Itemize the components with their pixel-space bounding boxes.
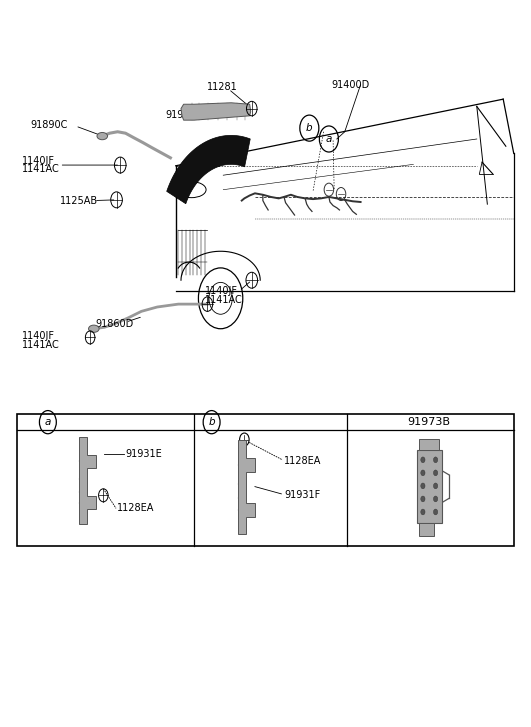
Polygon shape xyxy=(181,103,251,120)
Ellipse shape xyxy=(97,132,108,140)
Polygon shape xyxy=(80,438,96,524)
Text: 91931F: 91931F xyxy=(284,490,320,500)
Text: b: b xyxy=(208,417,215,427)
Text: 91890C: 91890C xyxy=(30,119,68,129)
Ellipse shape xyxy=(89,325,99,332)
Circle shape xyxy=(421,470,425,475)
Circle shape xyxy=(433,457,438,462)
Circle shape xyxy=(433,496,438,502)
Text: 1141AC: 1141AC xyxy=(205,294,243,305)
Text: 1140JF: 1140JF xyxy=(21,331,55,341)
Bar xyxy=(419,523,434,536)
Text: 91931E: 91931E xyxy=(125,449,162,459)
Bar xyxy=(417,451,442,523)
Text: 11281: 11281 xyxy=(208,82,238,92)
Circle shape xyxy=(421,457,425,462)
Circle shape xyxy=(433,470,438,475)
Text: 1140JF: 1140JF xyxy=(21,156,55,166)
Text: 91400D: 91400D xyxy=(331,80,370,89)
Text: 1141AC: 1141AC xyxy=(21,164,59,174)
Text: 91973A: 91973A xyxy=(165,110,202,120)
Text: 91860D: 91860D xyxy=(96,318,134,329)
Text: 1141AC: 1141AC xyxy=(21,340,59,350)
Text: 1140JF: 1140JF xyxy=(205,286,238,296)
Text: 1128EA: 1128EA xyxy=(284,457,321,466)
Text: 1125AB: 1125AB xyxy=(59,196,98,206)
Circle shape xyxy=(421,483,425,489)
Circle shape xyxy=(433,509,438,515)
Bar xyxy=(419,439,439,451)
Polygon shape xyxy=(237,440,255,534)
Text: 1128EA: 1128EA xyxy=(116,503,154,513)
Text: 91973B: 91973B xyxy=(408,417,451,427)
Bar xyxy=(17,414,514,546)
Text: a: a xyxy=(326,134,332,144)
Circle shape xyxy=(421,509,425,515)
Circle shape xyxy=(433,483,438,489)
Polygon shape xyxy=(167,135,250,204)
Text: a: a xyxy=(45,417,51,427)
Text: b: b xyxy=(306,123,313,133)
Circle shape xyxy=(421,496,425,502)
